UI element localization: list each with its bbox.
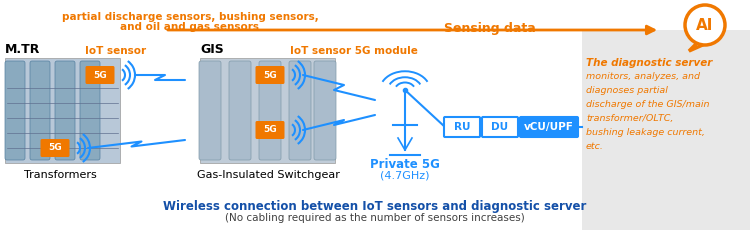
Text: partial discharge sensors, bushing sensors,: partial discharge sensors, bushing senso…	[62, 12, 318, 22]
Text: transformer/OLTC,: transformer/OLTC,	[586, 114, 674, 123]
Text: Private 5G: Private 5G	[370, 158, 440, 171]
Circle shape	[685, 5, 725, 45]
FancyBboxPatch shape	[199, 61, 221, 160]
Text: Gas-Insulated Switchgear: Gas-Insulated Switchgear	[197, 170, 339, 180]
Text: RU: RU	[454, 122, 470, 132]
FancyBboxPatch shape	[200, 58, 335, 163]
FancyBboxPatch shape	[80, 61, 100, 160]
Text: etc.: etc.	[586, 142, 604, 151]
Text: vCU/UPF: vCU/UPF	[524, 122, 574, 132]
FancyBboxPatch shape	[5, 61, 25, 160]
FancyBboxPatch shape	[41, 139, 70, 157]
Text: DU: DU	[491, 122, 508, 132]
Text: AI: AI	[696, 17, 713, 32]
Text: Sensing data: Sensing data	[444, 22, 536, 35]
FancyBboxPatch shape	[520, 117, 578, 137]
FancyBboxPatch shape	[582, 30, 750, 230]
Text: bushing leakage current,: bushing leakage current,	[586, 128, 705, 137]
Polygon shape	[689, 43, 707, 51]
Text: Transformers: Transformers	[23, 170, 96, 180]
Text: and oil and gas sensors: and oil and gas sensors	[120, 22, 260, 32]
FancyBboxPatch shape	[259, 61, 281, 160]
Text: 5G: 5G	[263, 126, 277, 135]
FancyBboxPatch shape	[289, 61, 311, 160]
Text: Wireless connection between IoT sensors and diagnostic server: Wireless connection between IoT sensors …	[163, 200, 587, 213]
Text: diagnoses partial: diagnoses partial	[586, 86, 668, 95]
FancyBboxPatch shape	[55, 61, 75, 160]
FancyBboxPatch shape	[444, 117, 480, 137]
Text: (4.7GHz): (4.7GHz)	[380, 170, 430, 180]
FancyBboxPatch shape	[482, 117, 518, 137]
Text: The diagnostic server: The diagnostic server	[586, 58, 713, 68]
Text: IoT sensor: IoT sensor	[85, 46, 146, 56]
FancyBboxPatch shape	[5, 58, 120, 163]
Text: monitors, analyzes, and: monitors, analyzes, and	[586, 72, 700, 81]
FancyBboxPatch shape	[30, 61, 50, 160]
Text: M.TR: M.TR	[5, 43, 41, 56]
Text: (No cabling required as the number of sensors increases): (No cabling required as the number of se…	[225, 213, 525, 223]
FancyBboxPatch shape	[86, 66, 114, 84]
FancyBboxPatch shape	[255, 66, 285, 84]
Text: discharge of the GIS/main: discharge of the GIS/main	[586, 100, 710, 109]
FancyBboxPatch shape	[314, 61, 336, 160]
Text: 5G: 5G	[93, 70, 107, 80]
Text: 5G: 5G	[263, 70, 277, 80]
Text: GIS: GIS	[200, 43, 224, 56]
Text: IoT sensor 5G module: IoT sensor 5G module	[290, 46, 418, 56]
FancyBboxPatch shape	[255, 121, 285, 139]
Text: 5G: 5G	[48, 144, 62, 152]
FancyBboxPatch shape	[229, 61, 251, 160]
